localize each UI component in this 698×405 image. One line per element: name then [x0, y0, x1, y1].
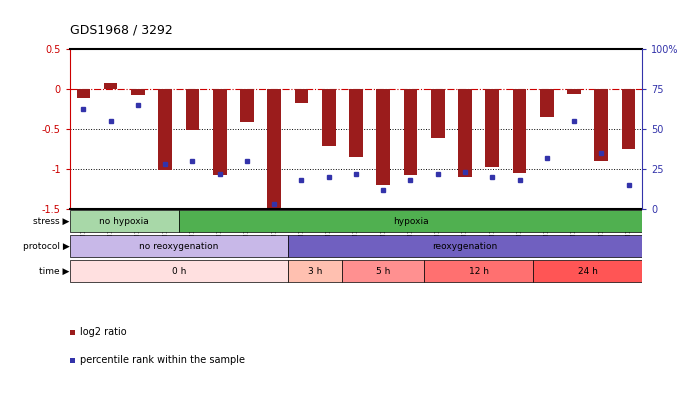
- Bar: [288, 235, 642, 257]
- Bar: [267, 89, 281, 209]
- Bar: [485, 89, 499, 167]
- Bar: [186, 89, 199, 130]
- Text: 5 h: 5 h: [376, 266, 390, 275]
- Bar: [158, 89, 172, 171]
- Bar: [70, 235, 288, 257]
- Text: 0 h: 0 h: [172, 266, 186, 275]
- Text: log2 ratio: log2 ratio: [80, 327, 127, 337]
- Text: hypoxia: hypoxia: [393, 217, 429, 226]
- Text: 3 h: 3 h: [308, 266, 322, 275]
- Bar: [240, 89, 254, 122]
- Text: percentile rank within the sample: percentile rank within the sample: [80, 356, 245, 365]
- Bar: [424, 260, 533, 282]
- Bar: [567, 89, 581, 94]
- Text: protocol ▶: protocol ▶: [22, 242, 69, 251]
- Bar: [288, 260, 342, 282]
- Bar: [70, 260, 288, 282]
- Bar: [376, 89, 390, 185]
- Bar: [104, 83, 117, 89]
- Text: stress ▶: stress ▶: [33, 217, 69, 226]
- Bar: [403, 89, 417, 175]
- Text: no reoxygenation: no reoxygenation: [139, 242, 218, 251]
- Text: GDS1968 / 3292: GDS1968 / 3292: [70, 23, 172, 36]
- Bar: [431, 89, 445, 138]
- Text: no hypoxia: no hypoxia: [99, 217, 149, 226]
- Bar: [342, 260, 424, 282]
- Bar: [70, 210, 179, 232]
- Bar: [349, 89, 363, 157]
- Bar: [295, 89, 309, 103]
- Bar: [131, 89, 144, 95]
- Text: 24 h: 24 h: [578, 266, 597, 275]
- Bar: [513, 89, 526, 173]
- Bar: [322, 89, 336, 146]
- Bar: [77, 89, 90, 98]
- Text: reoxygenation: reoxygenation: [432, 242, 498, 251]
- Bar: [622, 89, 635, 149]
- Bar: [533, 260, 642, 282]
- Bar: [213, 89, 227, 175]
- Text: time ▶: time ▶: [39, 266, 69, 275]
- Bar: [595, 89, 608, 161]
- Bar: [458, 89, 472, 177]
- Text: 12 h: 12 h: [468, 266, 489, 275]
- Bar: [540, 89, 554, 117]
- Bar: [179, 210, 642, 232]
